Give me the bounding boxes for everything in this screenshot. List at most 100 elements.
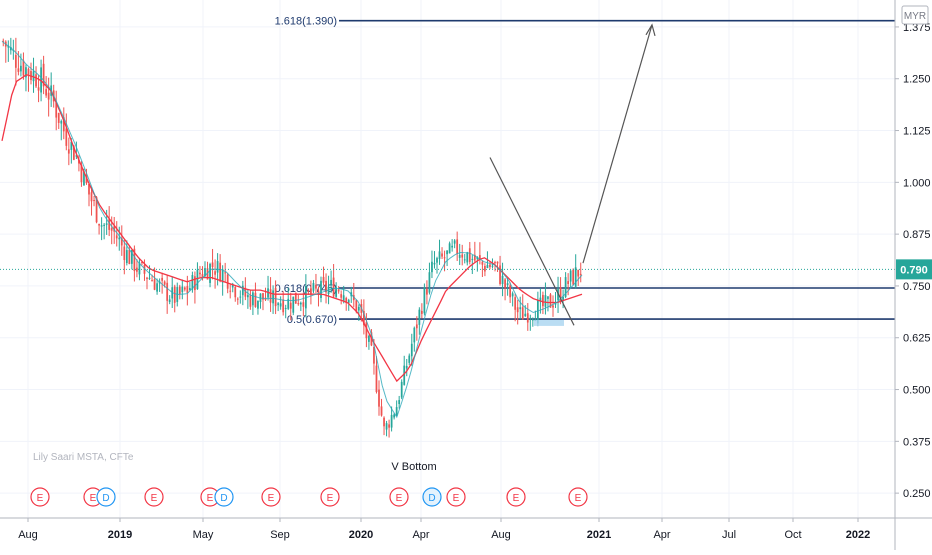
candle[interactable] (47, 77, 50, 117)
candle[interactable] (552, 295, 554, 317)
candle[interactable] (428, 262, 431, 295)
candle[interactable] (345, 296, 348, 311)
candle[interactable] (168, 295, 171, 305)
candle[interactable] (90, 187, 93, 216)
candle[interactable] (45, 76, 48, 98)
fibonacci-levels[interactable]: 1.618(1.390)0.618(0.745)0.5(0.670) (275, 16, 895, 326)
candle[interactable] (423, 283, 426, 316)
candle[interactable] (310, 280, 312, 305)
candle[interactable] (287, 287, 290, 311)
candle[interactable] (239, 290, 242, 304)
candle[interactable] (98, 223, 100, 235)
candle[interactable] (166, 274, 169, 314)
candle[interactable] (55, 90, 58, 131)
candle[interactable] (196, 262, 199, 290)
dividend-marker[interactable]: D (214, 487, 234, 507)
candle[interactable] (547, 296, 549, 312)
candle[interactable] (415, 316, 418, 341)
candle[interactable] (489, 261, 491, 270)
candle[interactable] (408, 353, 411, 366)
drawings[interactable] (0, 23, 895, 326)
candle[interactable] (279, 296, 282, 310)
candle[interactable] (325, 273, 327, 304)
candle[interactable] (478, 242, 481, 265)
candle[interactable] (569, 269, 572, 288)
candle[interactable] (509, 282, 512, 303)
candle[interactable] (448, 241, 451, 254)
candle[interactable] (481, 260, 484, 278)
candle[interactable] (418, 307, 421, 335)
candle[interactable] (183, 286, 186, 292)
candle[interactable] (542, 291, 544, 315)
candle[interactable] (161, 272, 164, 294)
projection-arrow[interactable] (582, 24, 653, 264)
candle[interactable] (249, 289, 252, 310)
candle[interactable] (302, 292, 305, 317)
candle[interactable] (365, 313, 368, 348)
candle[interactable] (277, 302, 280, 312)
candle[interactable] (400, 379, 403, 400)
candle[interactable] (219, 254, 222, 283)
candle[interactable] (320, 276, 322, 303)
candle[interactable] (579, 262, 582, 283)
candlesticks[interactable] (2, 37, 582, 438)
candle[interactable] (186, 275, 189, 306)
candle[interactable] (262, 292, 264, 311)
candle[interactable] (380, 398, 383, 417)
candle[interactable] (436, 256, 438, 274)
candle[interactable] (441, 247, 443, 259)
candle[interactable] (229, 283, 232, 299)
candle[interactable] (393, 413, 396, 420)
candle[interactable] (284, 304, 287, 319)
candle[interactable] (521, 294, 524, 320)
candle[interactable] (554, 292, 557, 308)
candle[interactable] (292, 296, 295, 316)
candle[interactable] (57, 112, 60, 130)
candle[interactable] (120, 225, 123, 256)
candle[interactable] (22, 52, 25, 80)
candle[interactable] (206, 261, 209, 280)
earnings-marker[interactable]: E (389, 487, 409, 507)
candle[interactable] (214, 259, 216, 289)
candle[interactable] (234, 285, 237, 302)
candle[interactable] (173, 284, 176, 313)
candle[interactable] (443, 250, 446, 272)
candle[interactable] (7, 40, 10, 62)
candle[interactable] (312, 279, 315, 294)
candle[interactable] (60, 119, 63, 141)
candle[interactable] (426, 280, 428, 305)
candle[interactable] (246, 288, 249, 309)
candle[interactable] (211, 248, 214, 280)
candle[interactable] (191, 271, 194, 293)
candle[interactable] (398, 395, 401, 409)
candle[interactable] (340, 290, 343, 305)
candle[interactable] (511, 291, 514, 307)
dividend-marker[interactable]: D (96, 487, 116, 507)
candle[interactable] (14, 37, 17, 86)
candle[interactable] (123, 239, 126, 275)
candle[interactable] (236, 297, 239, 305)
candle[interactable] (30, 62, 32, 85)
earnings-marker[interactable]: E (30, 487, 50, 507)
candle[interactable] (352, 282, 355, 308)
candle[interactable] (27, 67, 30, 92)
candle[interactable] (304, 274, 307, 318)
candle[interactable] (42, 55, 45, 95)
candle[interactable] (458, 243, 461, 265)
candle[interactable] (138, 257, 141, 281)
candle[interactable] (9, 37, 12, 55)
candle[interactable] (178, 284, 181, 300)
candle[interactable] (506, 278, 509, 296)
candle[interactable] (315, 273, 317, 294)
candle[interactable] (337, 286, 340, 294)
candle[interactable] (88, 183, 90, 207)
candle[interactable] (181, 279, 184, 300)
candle[interactable] (395, 400, 398, 417)
descending-trendline[interactable] (489, 157, 575, 326)
candle[interactable] (438, 239, 441, 265)
candle[interactable] (103, 223, 106, 240)
candle[interactable] (516, 299, 519, 325)
candle[interactable] (252, 289, 254, 316)
